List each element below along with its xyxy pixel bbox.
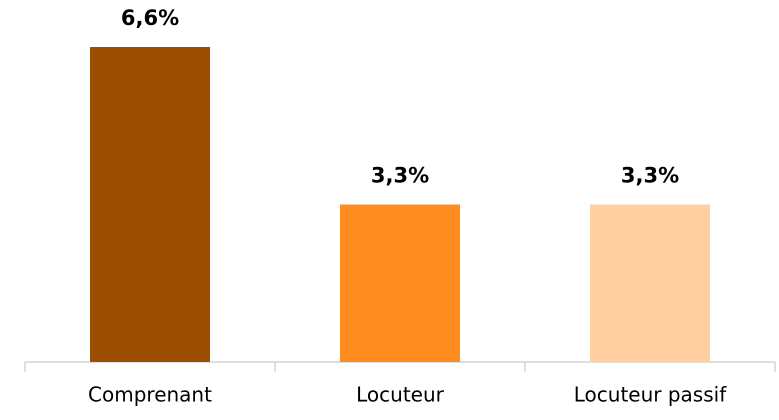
bar [90, 47, 210, 362]
x-tick-label: Locuteur [356, 383, 445, 407]
value-label: 3,3% [371, 164, 429, 188]
value-label: 3,3% [621, 164, 679, 188]
bar [590, 204, 710, 362]
bar [340, 204, 460, 362]
value-label: 6,6% [121, 6, 179, 30]
x-tick-label: Locuteur passif [574, 383, 727, 407]
x-tick-label: Comprenant [88, 383, 212, 407]
